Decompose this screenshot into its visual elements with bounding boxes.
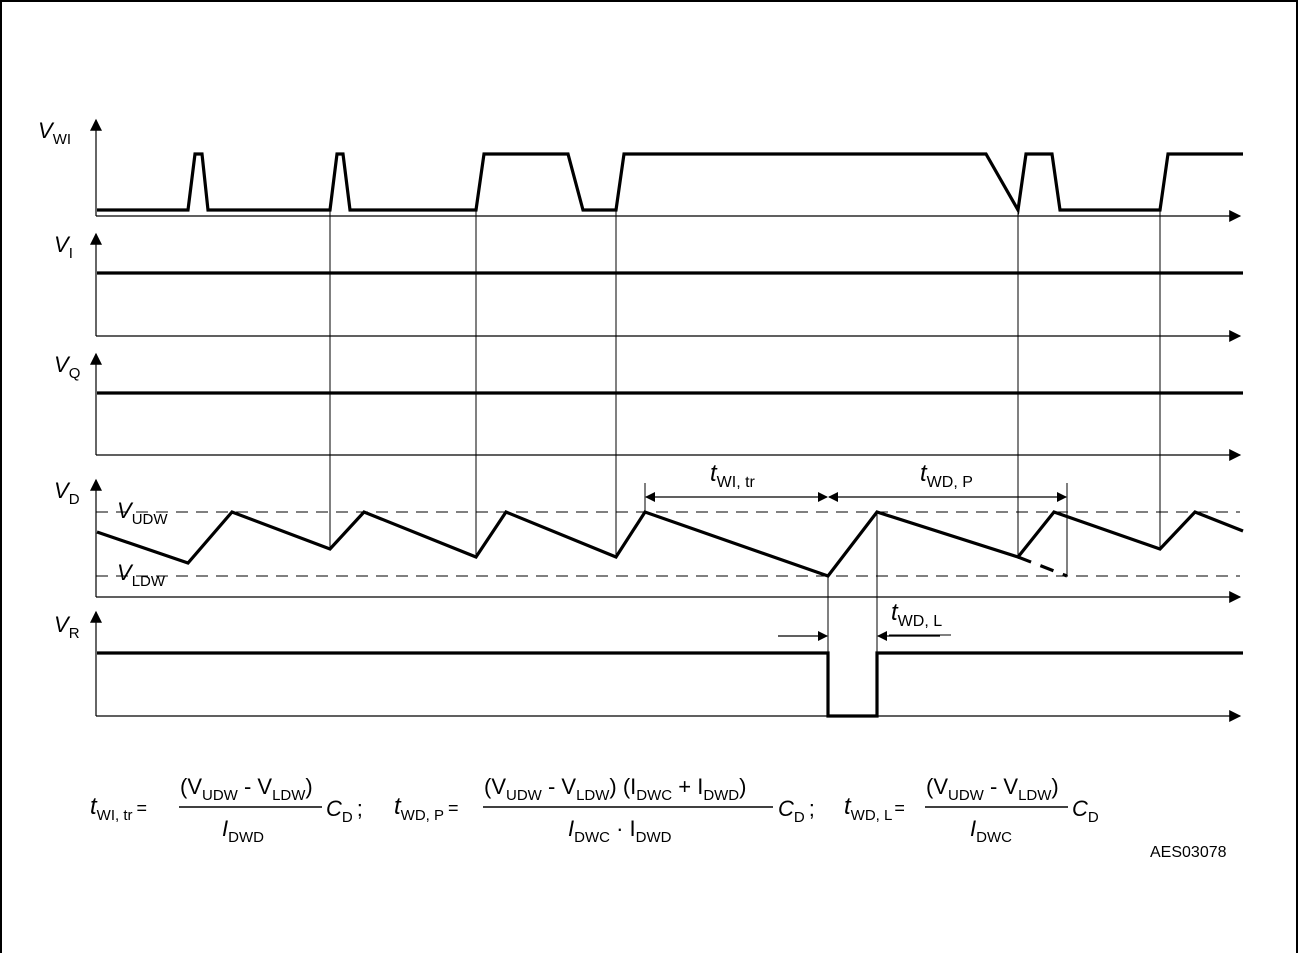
threshold-lines	[96, 511, 1240, 577]
svg-text:tWI, tr=: tWI, tr =	[90, 793, 147, 824]
label-v-d: VD	[54, 478, 80, 508]
label-t-wi-tr: tWI, tr	[710, 460, 756, 491]
label-t-wd-l: tWD, L	[891, 599, 942, 630]
label-v-q: VQ	[54, 352, 80, 382]
svg-text:CD;: CD;	[778, 796, 815, 826]
label-v-udw: VUDW	[117, 498, 168, 528]
svg-text:IDWD: IDWD	[222, 816, 264, 846]
svg-text:tWD, L=: tWD, L =	[844, 793, 905, 824]
svg-text:IDWC: IDWC	[970, 816, 1012, 846]
waveform-wi	[97, 152, 1243, 215]
formula-t-wd-p: tWD, P = (VUDW - VLDW) (IDWC + IDWD) IDWC…	[394, 774, 815, 846]
figure-id: AES03078	[1150, 844, 1227, 861]
svg-text:IDWC · IDWD: IDWC · IDWD	[568, 816, 672, 846]
waveform-d	[96, 510, 1244, 578]
label-v-wi: VWI	[38, 118, 71, 148]
svg-text:CD;: CD;	[326, 796, 363, 826]
svg-text:tWD, P=: tWD, P =	[394, 793, 459, 824]
label-v-ldw: VLDW	[117, 560, 166, 590]
formula-t-wi-tr: tWI, tr = (VUDW - VLDW) IDWD CD;	[90, 774, 363, 846]
svg-text:(VUDW - VLDW): (VUDW - VLDW)	[180, 774, 313, 804]
waveform-d-projection	[1017, 555, 1068, 578]
label-v-i: VI	[54, 232, 73, 262]
svg-text:CD: CD	[1072, 796, 1099, 826]
label-v-r: VR	[54, 612, 80, 642]
svg-text:(VUDW - VLDW) (IDWC + IDWD): (VUDW - VLDW) (IDWC + IDWD)	[484, 774, 746, 804]
formula-t-wd-l: tWD, L = (VUDW - VLDW) IDWC CD	[844, 774, 1099, 846]
label-t-wd-p: tWD, P	[920, 460, 973, 491]
waveform-r	[97, 651, 1243, 718]
axes	[90, 118, 1242, 722]
event-lines	[329, 210, 1161, 716]
interval-arrows	[645, 492, 1067, 641]
svg-text:(VUDW - VLDW): (VUDW - VLDW)	[926, 774, 1059, 804]
